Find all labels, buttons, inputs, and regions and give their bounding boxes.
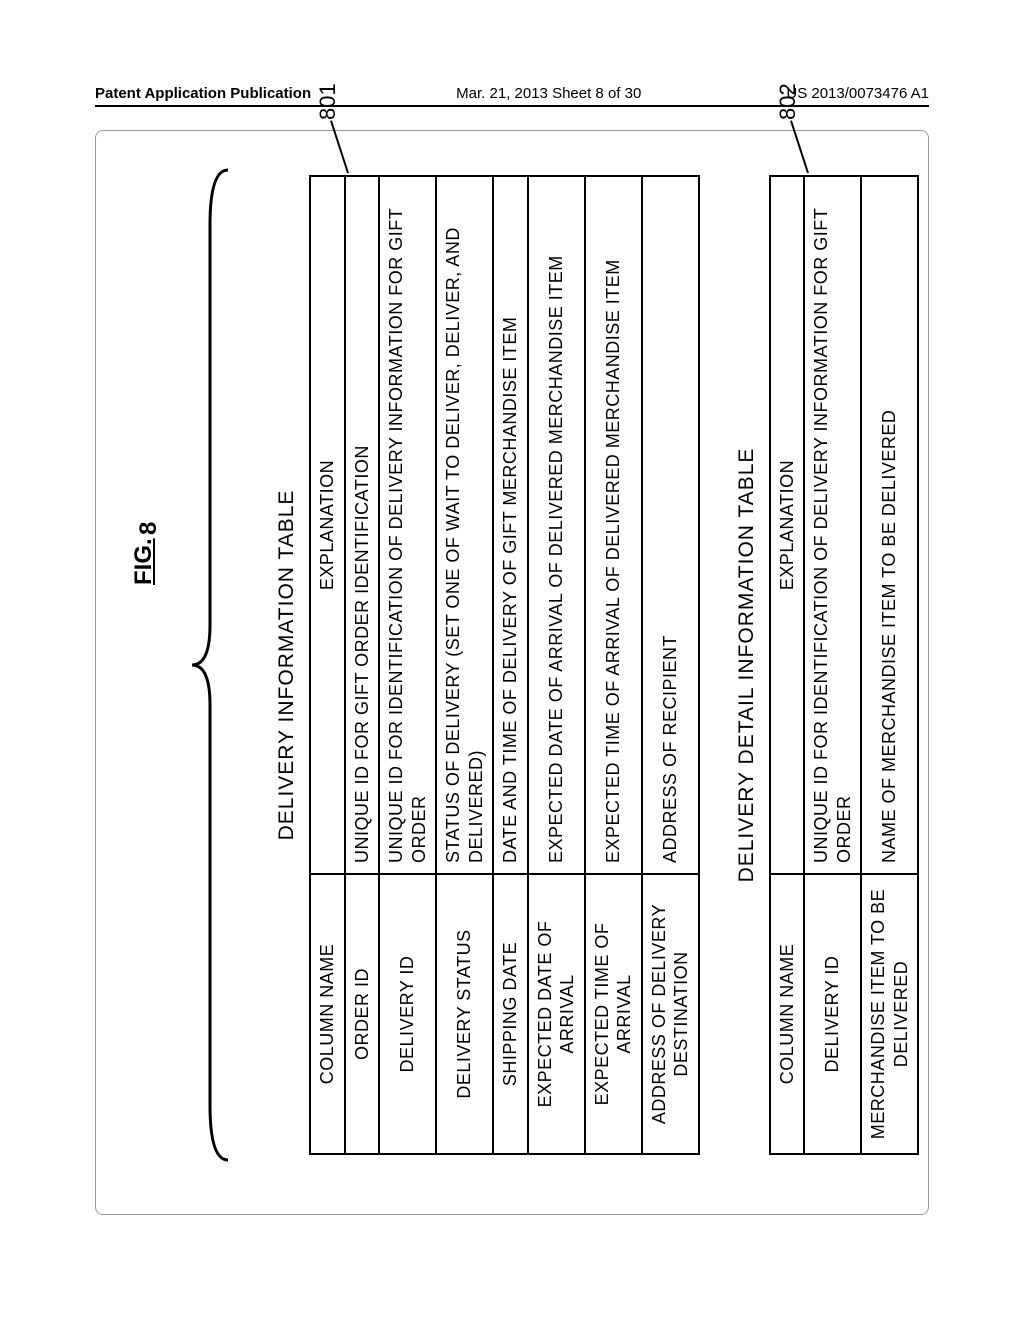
table2-title: DELIVERY DETAIL INFORMATION TABLE bbox=[735, 175, 759, 1155]
cell-name: EXPECTED DATE OF ARRIVAL bbox=[528, 874, 585, 1154]
curly-bracket-icon bbox=[190, 165, 230, 1165]
cell-name: ORDER ID bbox=[345, 874, 380, 1154]
cell-name: ADDRESS OF DELIVERY DESTINATION bbox=[642, 874, 699, 1154]
table-row: MERCHANDISE ITEM TO BE DELIVEREDNAME OF … bbox=[861, 176, 918, 1154]
cell-expl: NAME OF MERCHANDISE ITEM TO BE DELIVERED bbox=[861, 176, 918, 874]
table1-header-col2: EXPLANATION bbox=[310, 176, 345, 874]
delivery-detail-table-block: DELIVERY DETAIL INFORMATION TABLE COLUMN… bbox=[735, 175, 920, 1155]
header-publication: Patent Application Publication bbox=[95, 85, 311, 102]
header-divider bbox=[95, 105, 929, 107]
cell-expl: UNIQUE ID FOR IDENTIFICATION OF DELIVERY… bbox=[804, 176, 861, 874]
table-row: EXPECTED TIME OF ARRIVALEXPECTED TIME OF… bbox=[585, 176, 642, 1154]
figure-content: FIG. 8 DELIVERY INFORMATION TABLE COLUMN… bbox=[130, 175, 900, 1175]
delivery-info-table-block: DELIVERY INFORMATION TABLE COLUMN NAME E… bbox=[275, 175, 700, 1155]
delivery-detail-table: COLUMN NAME EXPLANATION DELIVERY IDUNIQU… bbox=[769, 175, 920, 1155]
table-header-row: COLUMN NAME EXPLANATION bbox=[310, 176, 345, 1154]
page-header: Patent Application Publication Mar. 21, … bbox=[0, 85, 1024, 102]
ref-label-802: 802 bbox=[775, 83, 801, 120]
table2-header-col2: EXPLANATION bbox=[770, 176, 805, 874]
table-row: SHIPPING DATEDATE AND TIME OF DELIVERY O… bbox=[493, 176, 528, 1154]
cell-expl: ADDRESS OF RECIPIENT bbox=[642, 176, 699, 874]
cell-name: MERCHANDISE ITEM TO BE DELIVERED bbox=[861, 874, 918, 1154]
figure-label: FIG. bbox=[130, 538, 158, 585]
table-row: EXPECTED DATE OF ARRIVALEXPECTED DATE OF… bbox=[528, 176, 585, 1154]
cell-expl: UNIQUE ID FOR IDENTIFICATION OF DELIVERY… bbox=[379, 176, 436, 874]
ref-label-801: 801 bbox=[315, 83, 341, 120]
tables-area: DELIVERY INFORMATION TABLE COLUMN NAME E… bbox=[255, 175, 885, 1155]
header-doc-number: US 2013/0073476 A1 bbox=[786, 85, 929, 102]
cell-expl: UNIQUE ID FOR GIFT ORDER IDENTIFICATION bbox=[345, 176, 380, 874]
cell-expl: EXPECTED TIME OF ARRIVAL OF DELIVERED ME… bbox=[585, 176, 642, 874]
table-row: ADDRESS OF DELIVERY DESTINATIONADDRESS O… bbox=[642, 176, 699, 1154]
cell-name: EXPECTED TIME OF ARRIVAL bbox=[585, 874, 642, 1154]
cell-expl: STATUS OF DELIVERY (SET ONE OF WAIT TO D… bbox=[436, 176, 493, 874]
delivery-info-table: COLUMN NAME EXPLANATION ORDER IDUNIQUE I… bbox=[309, 175, 700, 1155]
cell-name: DELIVERY ID bbox=[379, 874, 436, 1154]
cell-expl: EXPECTED DATE OF ARRIVAL OF DELIVERED ME… bbox=[528, 176, 585, 874]
figure-number: 8 bbox=[135, 522, 163, 535]
table2-header-col1: COLUMN NAME bbox=[770, 874, 805, 1154]
table1-header-col1: COLUMN NAME bbox=[310, 874, 345, 1154]
table-row: DELIVERY IDUNIQUE ID FOR IDENTIFICATION … bbox=[804, 176, 861, 1154]
cell-name: DELIVERY STATUS bbox=[436, 874, 493, 1154]
table-header-row: COLUMN NAME EXPLANATION bbox=[770, 176, 805, 1154]
table-row: ORDER IDUNIQUE ID FOR GIFT ORDER IDENTIF… bbox=[345, 176, 380, 1154]
header-date-sheet: Mar. 21, 2013 Sheet 8 of 30 bbox=[456, 85, 641, 102]
cell-name: SHIPPING DATE bbox=[493, 874, 528, 1154]
table1-title: DELIVERY INFORMATION TABLE bbox=[275, 175, 299, 1155]
cell-expl: DATE AND TIME OF DELIVERY OF GIFT MERCHA… bbox=[493, 176, 528, 874]
cell-name: DELIVERY ID bbox=[804, 874, 861, 1154]
table-row: DELIVERY IDUNIQUE ID FOR IDENTIFICATION … bbox=[379, 176, 436, 1154]
table-row: DELIVERY STATUSSTATUS OF DELIVERY (SET O… bbox=[436, 176, 493, 1154]
